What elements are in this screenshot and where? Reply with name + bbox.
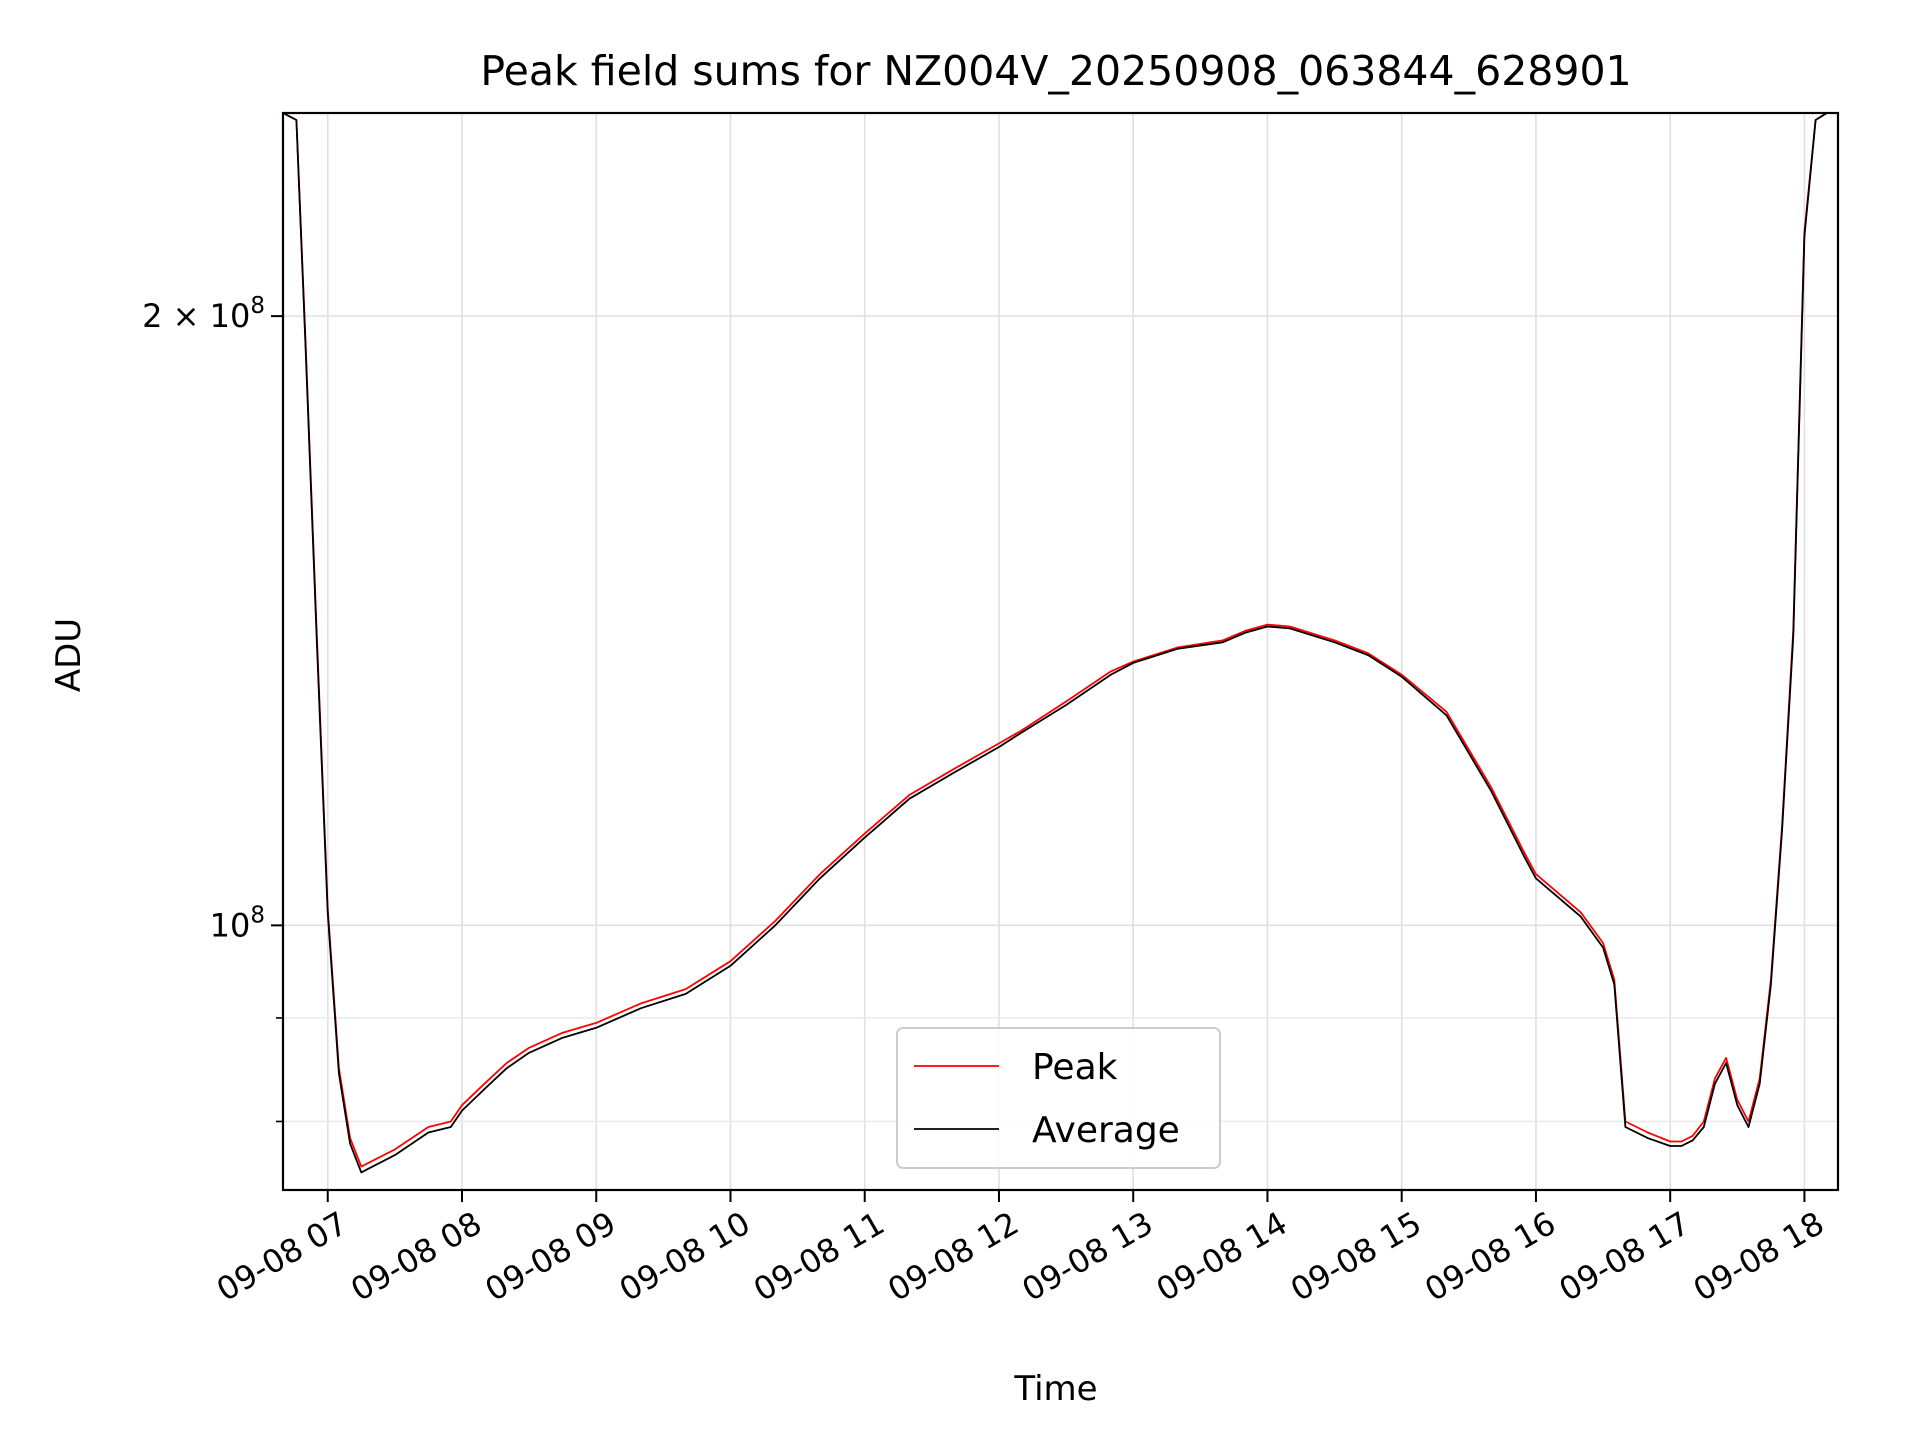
y-tick-label: 2 × 108 <box>142 293 265 335</box>
plot-frame <box>281 111 1840 1192</box>
series-line-peak <box>283 113 1838 1168</box>
legend-box <box>896 1027 1221 1169</box>
legend-label: Peak <box>1032 1047 1118 1088</box>
legend: Peak Average <box>896 1027 1221 1169</box>
x-axis-title: Time <box>1013 1369 1097 1409</box>
y-tick-label-base: 2 × 10 <box>142 297 250 335</box>
plot-series <box>283 113 1838 1174</box>
y-axis-title: ADU <box>49 618 89 692</box>
gridlines <box>283 113 1838 1190</box>
y-tick-label: 108 <box>210 902 265 944</box>
chart-title: Peak field sums for NZ004V_20250908_0638… <box>480 47 1631 95</box>
series-line-average <box>283 113 1838 1174</box>
y-tick-label-base: 10 <box>210 906 251 944</box>
y-tick-label-exponent: 8 <box>250 902 265 928</box>
legend-label: Average <box>1032 1110 1180 1151</box>
y-tick-label-exponent: 8 <box>250 293 265 319</box>
